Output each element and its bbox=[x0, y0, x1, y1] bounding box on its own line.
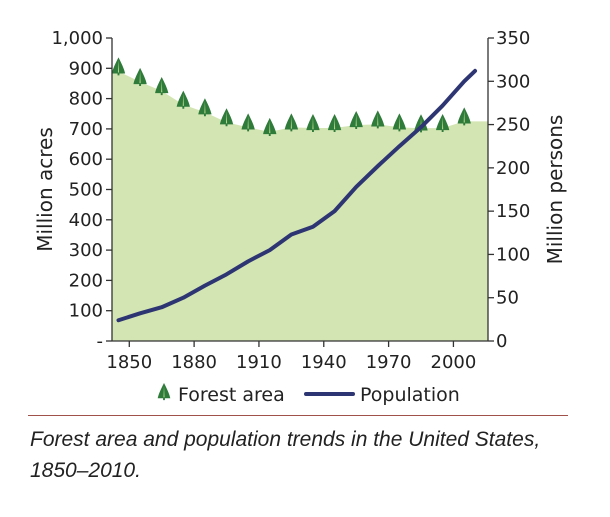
left-y-tick-label: 200 bbox=[69, 270, 103, 291]
right-y-tick-label: 250 bbox=[496, 115, 530, 136]
left-y-tick-label: 800 bbox=[69, 89, 103, 110]
legend-population-label: Population bbox=[360, 384, 460, 406]
x-tick-label: 1880 bbox=[171, 352, 217, 373]
population-line bbox=[116, 68, 478, 323]
left-y-tick-label: 100 bbox=[69, 301, 103, 322]
caption-divider bbox=[28, 415, 568, 416]
legend-forest-area-icon bbox=[157, 383, 171, 401]
forest-area-marker bbox=[263, 117, 277, 136]
forest-area-marker bbox=[457, 107, 471, 126]
left-y-tick-label: - bbox=[97, 331, 104, 352]
right-y-tick-label: 150 bbox=[496, 201, 530, 222]
left-y-tick-label: 500 bbox=[69, 180, 103, 201]
forest-area-marker bbox=[371, 110, 385, 129]
figure-caption: Forest area and population trends in the… bbox=[30, 428, 541, 482]
right-y-tick-label: 100 bbox=[496, 244, 530, 265]
right-y-ticks: 0 50 100 150 200 250 300 350 bbox=[488, 28, 530, 352]
forest-population-chart: - 100 200 300 400 500 600 700 800 900 1,000 0 50 100… bbox=[33, 28, 567, 406]
forest-area-marker bbox=[219, 108, 234, 127]
legend-tree-marker bbox=[157, 383, 171, 401]
left-y-tick-label: 400 bbox=[69, 210, 103, 231]
legend-forest-area-label: Forest area bbox=[178, 384, 285, 406]
forest-area-marker bbox=[241, 113, 255, 132]
x-ticks: 1850 1880 1910 1940 1970 2000 bbox=[106, 341, 476, 373]
forest-area-marker bbox=[198, 98, 212, 117]
left-y-tick-label: 700 bbox=[69, 119, 103, 140]
left-y-ticks: - 100 200 300 400 500 600 700 800 900 1,000 bbox=[51, 28, 112, 352]
x-tick-label: 1940 bbox=[301, 352, 347, 373]
x-tick-label: 1850 bbox=[106, 352, 152, 373]
forest-area-marker bbox=[284, 113, 299, 132]
forest-area-marker bbox=[349, 110, 363, 130]
forest-area-marker bbox=[327, 113, 342, 133]
forest-area-marker bbox=[111, 57, 126, 76]
forest-area-fill bbox=[112, 71, 488, 341]
forest-area-markers bbox=[111, 57, 471, 136]
right-y-tick-label: 300 bbox=[496, 71, 530, 92]
forest-area-marker bbox=[155, 77, 169, 96]
forest-area-marker bbox=[306, 113, 320, 133]
right-y-tick-label: 0 bbox=[496, 331, 507, 352]
left-y-axis-title: Million acres bbox=[33, 127, 57, 252]
right-y-tick-label: 50 bbox=[496, 288, 519, 309]
x-tick-label: 1970 bbox=[366, 352, 412, 373]
right-y-tick-label: 200 bbox=[496, 158, 530, 179]
forest-area-marker bbox=[435, 113, 450, 133]
x-tick-label: 2000 bbox=[431, 352, 477, 373]
left-y-tick-label: 1,000 bbox=[51, 28, 103, 49]
right-y-tick-label: 350 bbox=[496, 28, 530, 49]
left-y-tick-label: 600 bbox=[69, 149, 103, 170]
forest-area-marker bbox=[176, 90, 190, 109]
forest-area-marker bbox=[133, 67, 147, 86]
forest-area-marker bbox=[392, 113, 407, 132]
left-y-tick-label: 900 bbox=[69, 58, 103, 79]
chart-legend: Forest area Population bbox=[157, 383, 460, 406]
x-tick-label: 1910 bbox=[236, 352, 282, 373]
left-y-tick-label: 300 bbox=[69, 240, 103, 261]
right-y-axis-title: Million persons bbox=[543, 115, 567, 265]
